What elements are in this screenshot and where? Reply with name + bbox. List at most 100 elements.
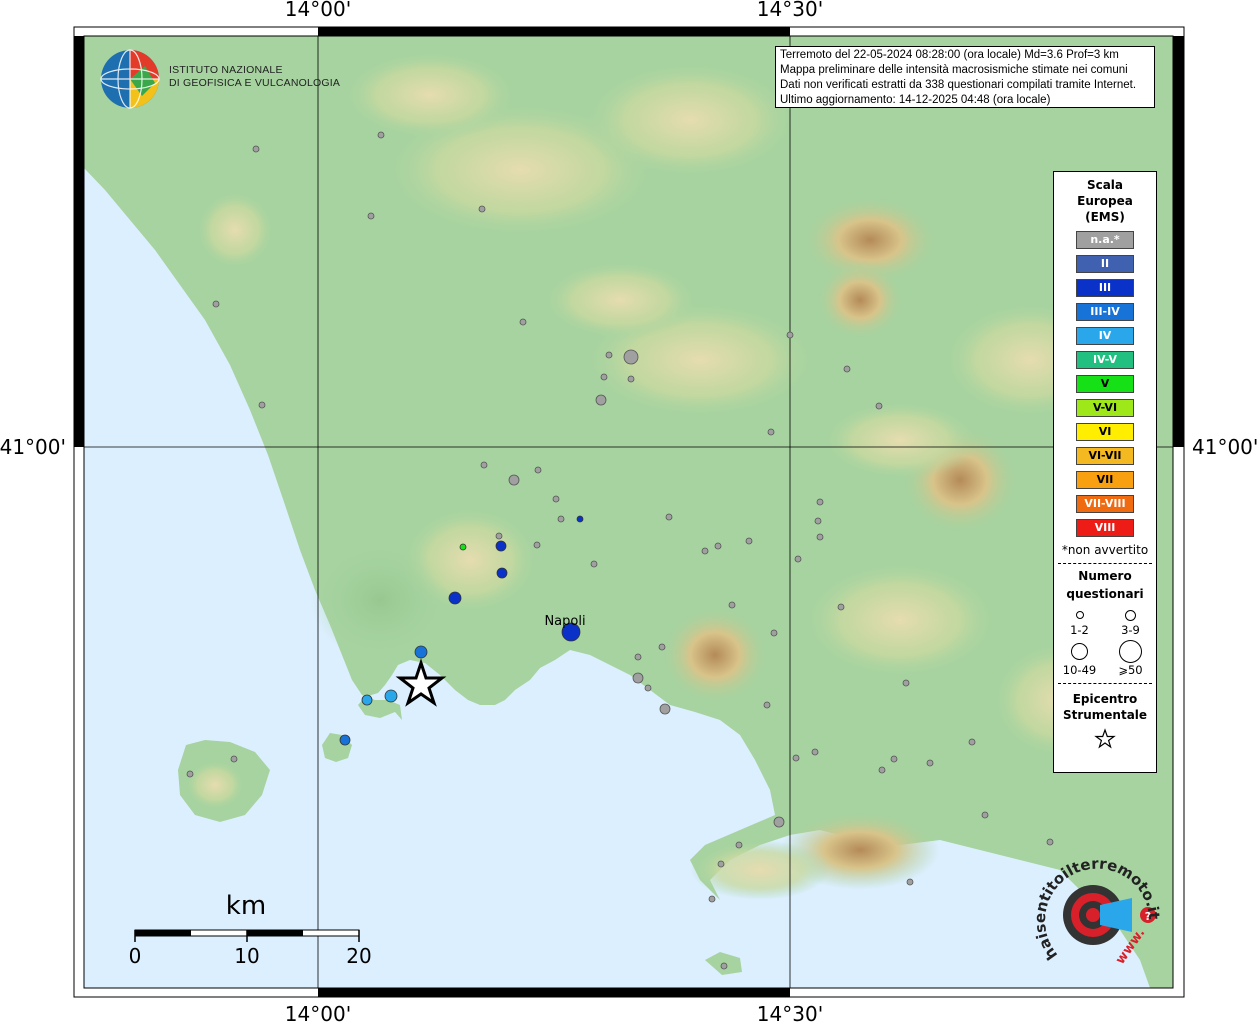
legend-class-12: VIII (1076, 519, 1134, 537)
intensity-point-41 (658, 643, 666, 651)
intensity-point-55 (792, 754, 800, 762)
legend-class-9: VI-VII (1076, 447, 1134, 465)
intensity-point-0 (252, 145, 260, 153)
legend-class-10: VII (1076, 471, 1134, 489)
intensity-point-25 (816, 533, 824, 541)
size-class-1: 1-2 (1054, 607, 1105, 637)
intensity-point-38 (837, 603, 845, 611)
intensity-point-14 (875, 402, 883, 410)
legend-class-4: IV (1076, 327, 1134, 345)
intensity-point-17 (534, 466, 542, 474)
intensity-point-33 (794, 555, 802, 563)
intensity-point-12 (786, 331, 794, 339)
grid-lines (84, 36, 1173, 988)
intensity-point-60 (773, 816, 785, 828)
legend-class-2: III (1076, 279, 1134, 297)
intensity-point-24 (814, 517, 822, 525)
intensity-point-31 (701, 547, 709, 555)
intensity-point-21 (576, 515, 584, 523)
legend-size-classes: 1-2 3-9 10-49 ⩾50 (1054, 607, 1156, 677)
city-label-napoli: Napoli (544, 614, 585, 629)
size-class-2: 3-9 (1105, 607, 1156, 637)
intensity-point-11 (595, 394, 607, 406)
intensity-point-26 (495, 532, 503, 540)
intensity-point-5 (258, 401, 266, 409)
intensity-point-54 (968, 738, 976, 746)
intensity-point-22 (665, 513, 673, 521)
legend-note: *non avvertito (1061, 543, 1149, 557)
intensity-point-42 (634, 653, 642, 661)
scale-tick-0: 0 (129, 944, 142, 968)
scale-unit: km (226, 891, 266, 921)
frame-border (73, 26, 1185, 998)
intensity-point-48 (659, 703, 671, 715)
svg-text:?: ? (1145, 910, 1151, 923)
legend-class-8: VI (1076, 423, 1134, 441)
scale-bar (134, 929, 360, 942)
intensity-point-47 (361, 694, 373, 706)
intensity-point-32 (745, 537, 753, 545)
intensity-point-45 (644, 684, 652, 692)
intensity-point-57 (890, 755, 898, 763)
ems-legend: Scala Europea (EMS) n.a.* II III III-IV IV IV… (1053, 171, 1157, 773)
intensity-point-61 (981, 811, 989, 819)
legend-count-title: Numero questionari (1066, 569, 1144, 601)
event-info-line-1: Terremoto del 22-05-2024 08:28:00 (ora l… (780, 49, 1119, 61)
event-info-box: Terremoto del 22-05-2024 08:28:00 (ora l… (775, 46, 1155, 108)
intensity-point-4 (212, 300, 220, 308)
intensity-point-23 (816, 498, 824, 506)
epicenter-star (395, 658, 447, 707)
intensity-point-50 (763, 701, 771, 709)
legend-separator (1058, 563, 1152, 564)
intensity-point-28 (459, 543, 467, 551)
intensity-point-53 (230, 755, 238, 763)
intensity-point-49 (902, 679, 910, 687)
intensity-point-64 (717, 860, 725, 868)
legend-class-6: V (1076, 375, 1134, 393)
intensity-point-10 (627, 375, 635, 383)
legend-title: Scala Europea (EMS) (1077, 178, 1133, 224)
intensity-point-36 (448, 591, 462, 605)
intensity-point-8 (623, 349, 639, 365)
lat-label-left: 41°00' (0, 435, 66, 459)
legend-class-3: III-IV (1076, 303, 1134, 321)
legend-classes: n.a.* II III III-IV IV IV-V V V-VI VI VI-VII VII VI… (1054, 231, 1156, 537)
lon-label-top-1: 14°00' (285, 0, 351, 21)
intensity-point-59 (878, 766, 886, 774)
lat-label-right: 41°00' (1192, 435, 1257, 459)
scale-tick-20: 20 (346, 944, 371, 968)
intensity-point-56 (811, 748, 819, 756)
intensity-points (186, 131, 1054, 970)
intensity-point-63 (1046, 838, 1054, 846)
intensity-point-7 (605, 351, 613, 359)
intensity-point-44 (632, 672, 644, 684)
intensity-point-6 (519, 318, 527, 326)
size-class-3: 10-49 (1054, 639, 1105, 677)
intensity-point-58 (926, 759, 934, 767)
ingv-globe-logo (100, 49, 160, 109)
intensity-point-46 (384, 689, 398, 703)
intensity-point-52 (186, 770, 194, 778)
lon-label-bottom-1: 14°00' (285, 1002, 351, 1024)
intensity-point-16 (480, 461, 488, 469)
intensity-point-34 (590, 560, 598, 568)
intensity-point-13 (843, 365, 851, 373)
intensity-point-19 (552, 495, 560, 503)
intensity-point-15 (767, 428, 775, 436)
intensity-point-65 (906, 878, 914, 886)
intensity-point-18 (508, 474, 520, 486)
intensity-point-67 (720, 962, 728, 970)
legend-star-icon (1094, 728, 1116, 749)
legend-class-7: V-VI (1076, 399, 1134, 417)
intensity-point-9 (600, 373, 608, 381)
intensity-point-1 (377, 131, 385, 139)
lon-label-bottom-2: 14°30' (757, 1002, 823, 1024)
intensity-point-29 (533, 541, 541, 549)
legend-class-0: n.a.* (1076, 231, 1134, 249)
legend-class-11: VII-VIII (1076, 495, 1134, 513)
intensity-point-40 (770, 629, 778, 637)
legend-class-5: IV-V (1076, 351, 1134, 369)
intensity-point-20 (557, 515, 565, 523)
intensity-point-30 (714, 542, 722, 550)
